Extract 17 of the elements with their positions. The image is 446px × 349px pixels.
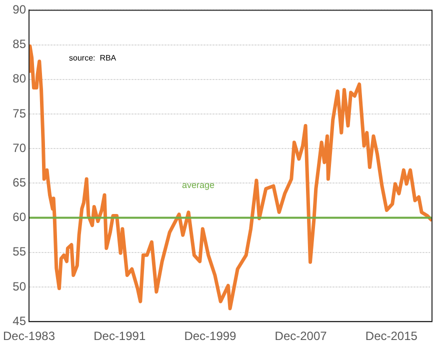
x-tick-label: Dec-1991 <box>94 329 146 344</box>
x-tick-label: Dec-1983 <box>3 329 56 344</box>
y-tick-label: 75 <box>12 106 26 120</box>
y-tick-label: 90 <box>12 2 26 17</box>
x-tick-label: Dec-2007 <box>274 329 328 344</box>
x-tick-label: Dec-2015 <box>365 329 418 344</box>
y-tick-label: 80 <box>12 72 26 86</box>
x-tick-label: Dec-1999 <box>184 329 237 344</box>
y-tick-label: 85 <box>12 37 26 52</box>
ref-line-label: average <box>182 180 215 190</box>
annotation: source: RBA <box>69 53 117 62</box>
y-tick-label: 50 <box>12 279 26 294</box>
y-tick-label: 55 <box>12 244 26 259</box>
y-tick-label: 45 <box>12 314 26 328</box>
y-tick-label: 70 <box>12 140 26 155</box>
y-tick-label: 65 <box>12 176 26 190</box>
y-tick-label: 60 <box>12 210 26 224</box>
